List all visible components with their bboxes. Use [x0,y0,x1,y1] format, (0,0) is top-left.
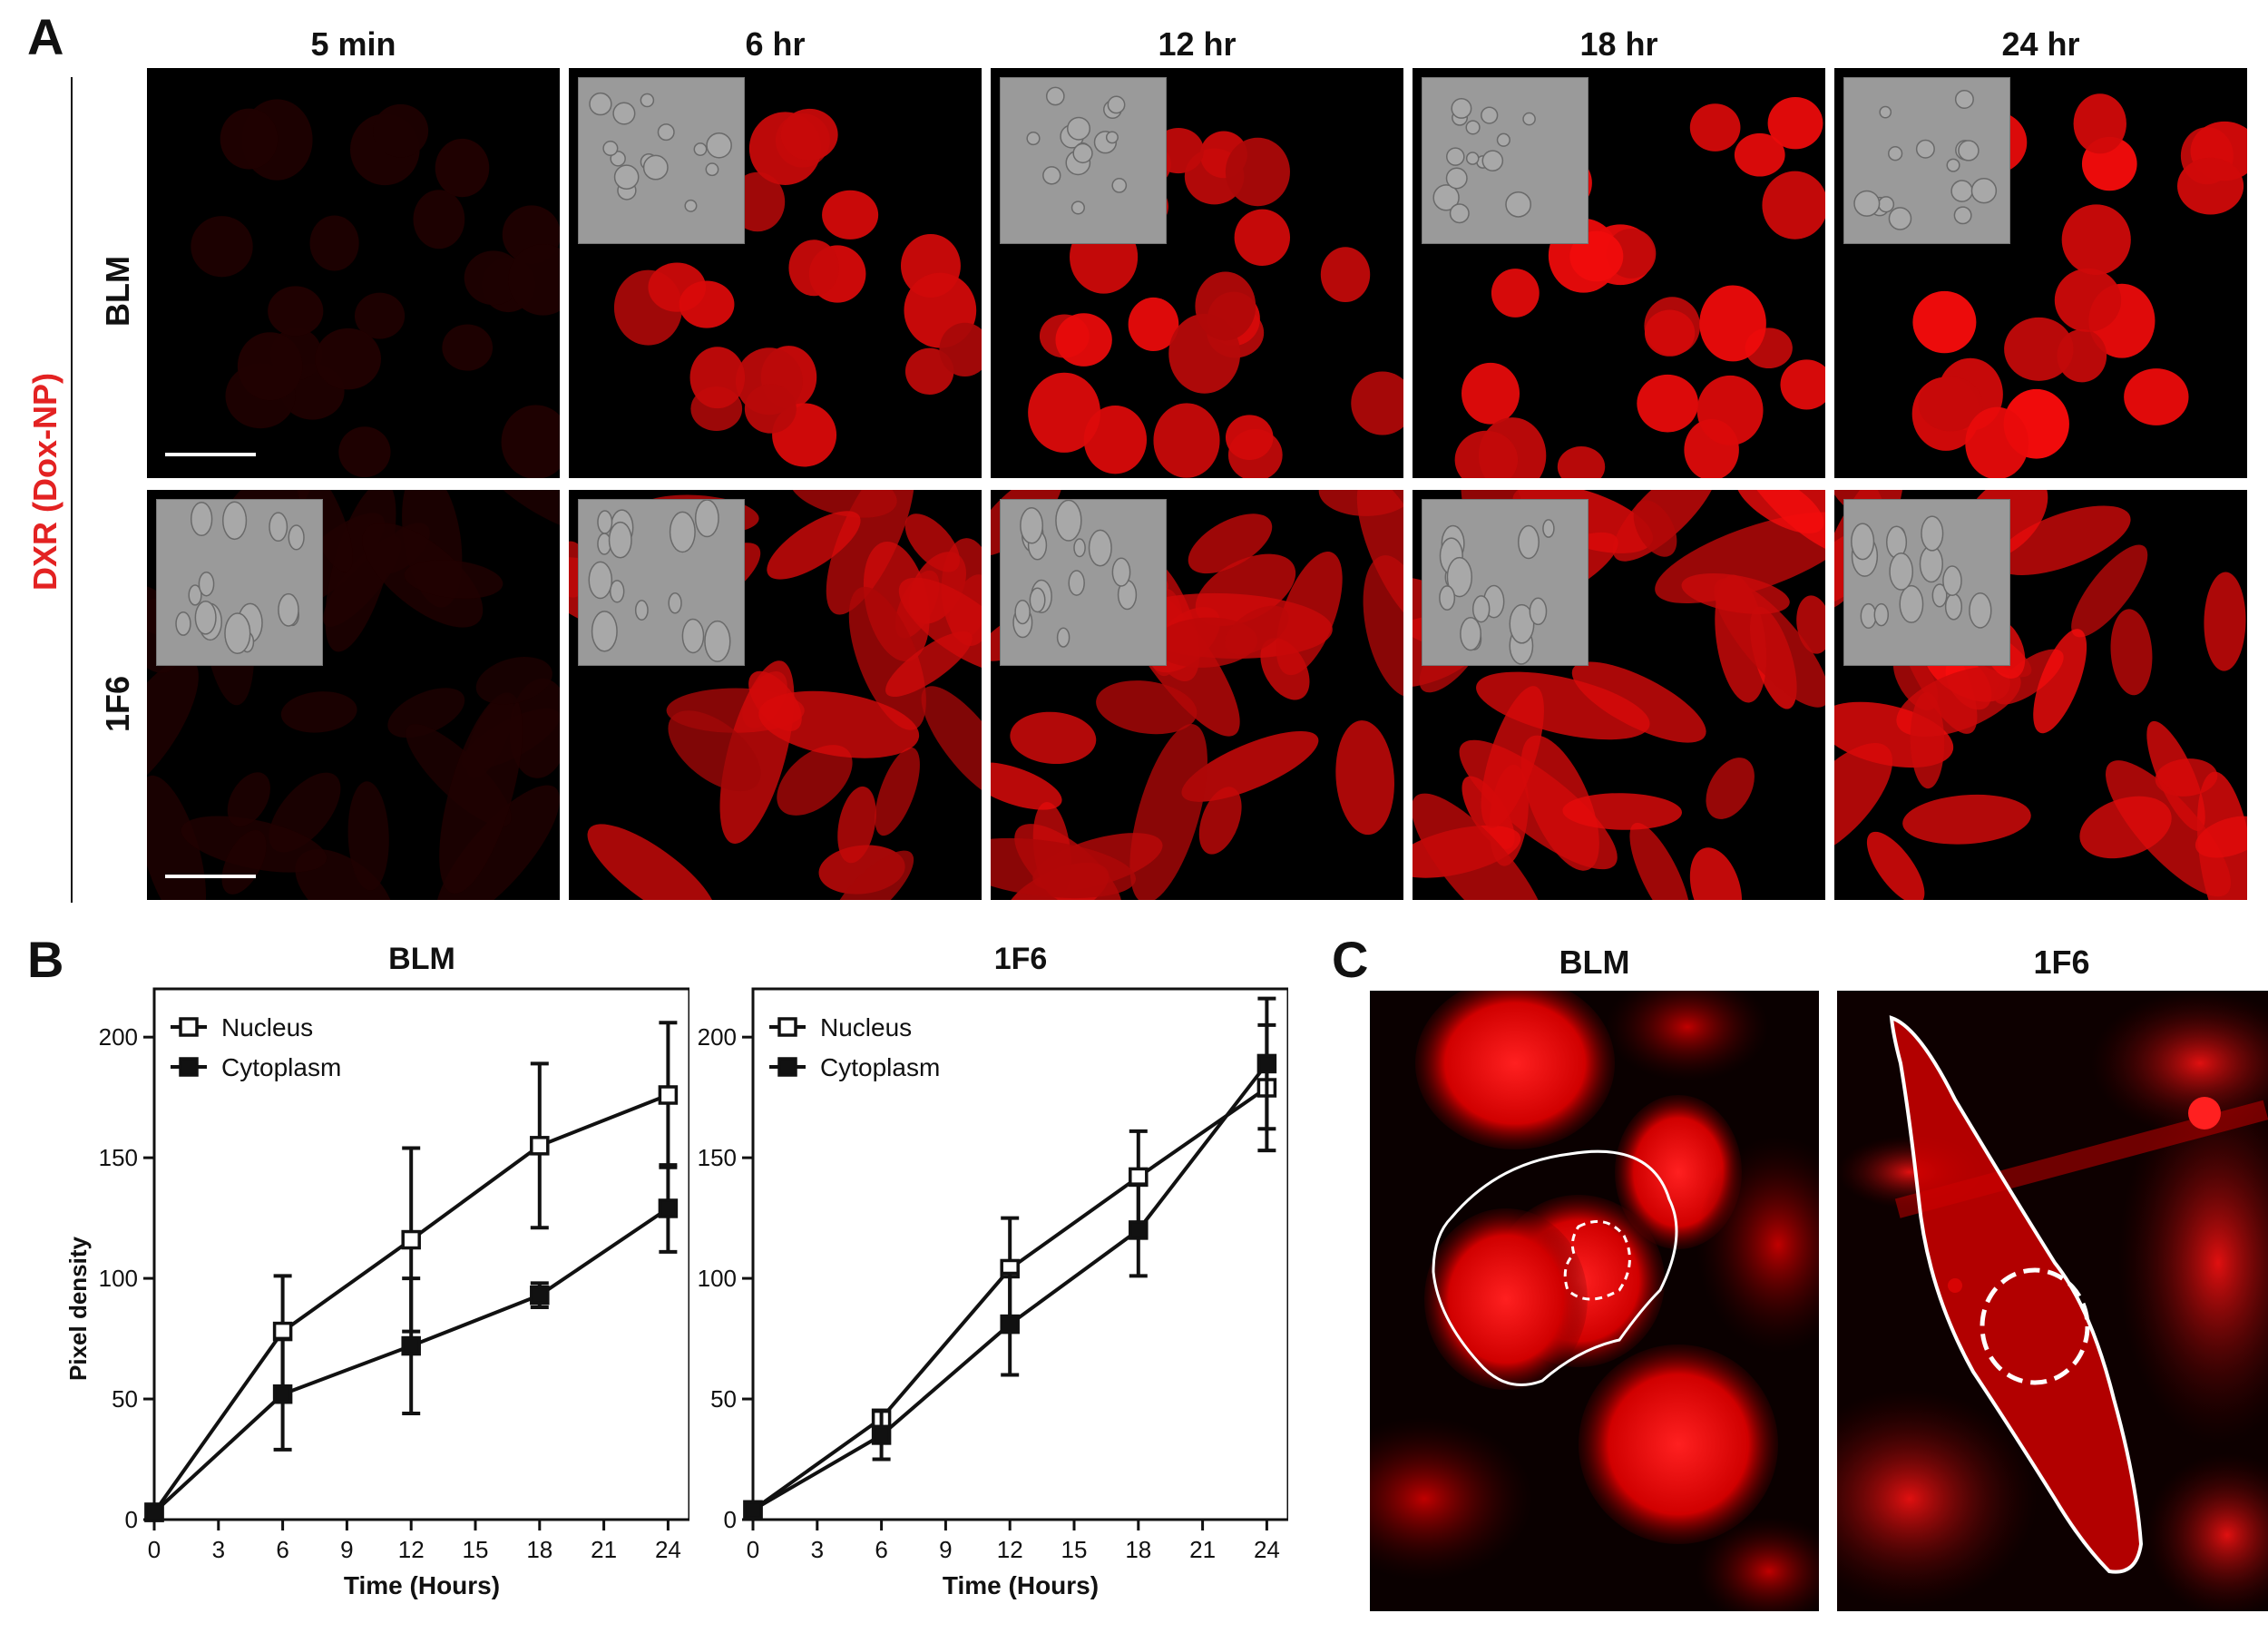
micrograph-1f6-18hr [1413,490,1825,900]
y-tick-label: 200 [698,1023,737,1051]
plot-frame [152,987,689,1521]
data-point-cytoplasm [401,1335,421,1356]
data-point-cytoplasm [1256,1053,1277,1074]
x-tick-label: 15 [1061,1536,1088,1563]
side-divider [71,77,73,903]
column-label-6hr: 6 hr [745,25,806,63]
data-point-cytoplasm [871,1425,892,1445]
chart-title: BLM [388,942,455,976]
micrograph-blm-5min [147,68,560,478]
plot-frame [751,987,1288,1521]
brightfield-inset [1843,499,2010,666]
x-tick-label: 24 [1254,1536,1280,1563]
chart-title: 1F6 [994,942,1048,976]
legend-marker [777,1017,797,1037]
x-tick-label: 24 [655,1536,681,1563]
panel-c-title-1f6: 1F6 [2033,944,2090,981]
legend-label-nucleus: Nucleus [820,1013,912,1041]
data-point-cytoplasm [1129,1220,1149,1240]
legend-label-cytoplasm: Cytoplasm [820,1053,940,1081]
scale-bar [165,453,256,456]
micrograph-blm-12hr [991,68,1403,478]
data-point-cytoplasm [1000,1314,1020,1335]
column-label-24hr: 24 hr [2001,25,2080,63]
scale-bar [165,875,256,878]
panel-letter-a: A [27,8,64,65]
y-tick-label: 50 [710,1385,737,1413]
brightfield-inset [578,499,745,666]
micrograph-1f6-5min [147,490,560,900]
x-tick-label: 6 [875,1536,887,1563]
y-tick-label: 150 [698,1144,737,1171]
x-tick-label: 18 [526,1536,552,1563]
panel-c-title-blm: BLM [1559,944,1630,981]
micrograph-1f6-6hr [569,490,982,900]
x-tick-label: 21 [1189,1536,1216,1563]
brightfield-inset [156,499,323,666]
panel-letter-c: C [1332,931,1369,988]
x-axis-label: Time (Hours) [943,1571,1099,1599]
row-label-1f6: 1F6 [99,675,136,733]
side-title: DXR (Dox-NP) [26,373,64,591]
chart-blm: BLM 0 50 100 150 200 0 3 6 9 12 15 18 21 24 Time (Hours… [64,942,689,1599]
x-tick-label: 21 [591,1536,617,1563]
x-tick-label: 3 [212,1536,225,1563]
data-point-nucleus [401,1229,421,1250]
data-point-cytoplasm [530,1285,550,1305]
micrograph-blm-6hr [569,68,982,478]
x-tick-label: 9 [939,1536,952,1563]
y-tick-label: 0 [125,1506,138,1533]
column-label-5min: 5 min [310,25,396,63]
brightfield-inset [1422,499,1589,666]
x-tick-label: 12 [997,1536,1023,1563]
column-label-18hr: 18 hr [1579,25,1658,63]
legend-label-nucleus: Nucleus [221,1013,313,1041]
data-point-cytoplasm [658,1198,679,1218]
x-axis-label: Time (Hours) [344,1571,500,1599]
brightfield-inset [1000,499,1167,666]
y-tick-label: 0 [724,1506,737,1533]
panel-c-1f6-image [1837,991,2268,1611]
x-tick-label: 6 [276,1536,288,1563]
brightfield-inset [1000,77,1167,244]
micrograph-1f6-24hr [1834,490,2247,900]
data-point-cytoplasm [272,1384,293,1404]
legend-label-cytoplasm: Cytoplasm [221,1053,341,1081]
y-tick-label: 50 [112,1385,138,1413]
y-tick-label: 100 [698,1265,737,1292]
x-tick-label: 9 [340,1536,353,1563]
x-tick-label: 15 [463,1536,489,1563]
column-label-12hr: 12 hr [1158,25,1237,63]
panel-letter-b: B [27,931,64,988]
y-tick-label: 200 [99,1023,138,1051]
brightfield-inset [578,77,745,244]
data-point-nucleus [658,1085,679,1105]
y-axis-label: Pixel density [64,1236,92,1380]
legend-marker [777,1057,797,1077]
x-tick-label: 12 [398,1536,425,1563]
data-point-nucleus [530,1136,550,1156]
micrograph-blm-24hr [1834,68,2247,478]
data-point-cytoplasm [743,1500,763,1521]
legend-marker [179,1057,199,1077]
x-tick-label: 0 [148,1536,161,1563]
x-tick-label: 0 [747,1536,759,1563]
data-point-cytoplasm [144,1502,164,1522]
brightfield-inset [1843,77,2010,244]
micrograph-blm-18hr [1413,68,1825,478]
brightfield-inset [1422,77,1589,244]
y-tick-label: 150 [99,1144,138,1171]
panel-c-blm-image [1370,991,1819,1611]
micrograph-1f6-12hr [991,490,1403,900]
chart-1f6: 1F6 0 50 100 150 200 0 3 6 9 12 15 18 21 24 Time (Hours… [698,942,1288,1599]
x-tick-label: 3 [811,1536,824,1563]
legend-marker [179,1017,199,1037]
y-tick-label: 100 [99,1265,138,1292]
row-label-blm: BLM [99,256,136,327]
x-tick-label: 18 [1125,1536,1151,1563]
